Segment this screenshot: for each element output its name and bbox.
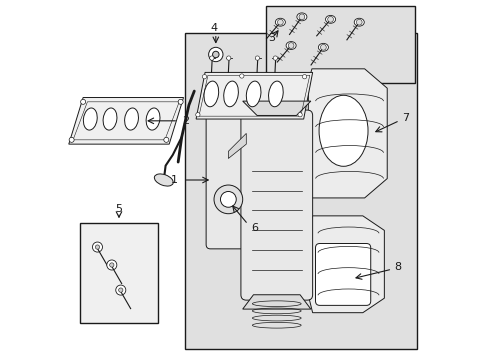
Circle shape	[287, 42, 293, 48]
Text: 8: 8	[394, 262, 401, 272]
Circle shape	[195, 113, 200, 117]
Polygon shape	[308, 216, 384, 313]
Circle shape	[178, 99, 183, 104]
FancyBboxPatch shape	[241, 110, 312, 300]
Circle shape	[119, 288, 122, 292]
Circle shape	[226, 56, 230, 60]
Circle shape	[209, 56, 214, 60]
Text: 5: 5	[115, 204, 122, 214]
Circle shape	[109, 263, 114, 267]
Text: 1: 1	[171, 175, 178, 185]
Polygon shape	[242, 295, 310, 309]
Text: 3: 3	[267, 33, 274, 43]
Bar	[80, 223, 158, 323]
Circle shape	[220, 192, 236, 207]
Circle shape	[298, 14, 304, 20]
Circle shape	[297, 113, 302, 117]
Ellipse shape	[319, 95, 367, 166]
Circle shape	[212, 51, 219, 58]
Ellipse shape	[318, 43, 328, 51]
Ellipse shape	[285, 41, 296, 49]
Circle shape	[95, 245, 100, 249]
Circle shape	[239, 74, 244, 78]
Circle shape	[202, 75, 206, 79]
Circle shape	[320, 44, 325, 50]
Circle shape	[106, 260, 117, 270]
Circle shape	[116, 285, 125, 295]
Polygon shape	[196, 72, 312, 119]
Ellipse shape	[224, 81, 238, 107]
Circle shape	[327, 17, 333, 22]
Text: 2: 2	[182, 116, 189, 126]
Ellipse shape	[268, 81, 283, 107]
Polygon shape	[308, 69, 386, 198]
Bar	[265, 6, 414, 83]
Circle shape	[208, 47, 223, 62]
Text: 4: 4	[210, 23, 217, 33]
Circle shape	[356, 19, 362, 25]
Circle shape	[302, 75, 306, 79]
Circle shape	[92, 242, 102, 252]
Circle shape	[273, 56, 277, 60]
Circle shape	[69, 137, 74, 142]
Polygon shape	[242, 101, 310, 116]
Text: 7: 7	[402, 113, 408, 123]
Ellipse shape	[83, 108, 97, 130]
Ellipse shape	[146, 108, 160, 130]
Ellipse shape	[325, 15, 335, 23]
Ellipse shape	[353, 18, 364, 26]
Polygon shape	[69, 98, 183, 144]
Ellipse shape	[103, 108, 117, 130]
Ellipse shape	[154, 174, 173, 186]
FancyBboxPatch shape	[315, 243, 370, 305]
FancyBboxPatch shape	[206, 111, 250, 249]
Circle shape	[214, 185, 242, 214]
Ellipse shape	[246, 81, 261, 107]
Circle shape	[255, 56, 259, 60]
Circle shape	[277, 19, 283, 25]
Ellipse shape	[296, 13, 306, 21]
Polygon shape	[228, 134, 246, 158]
Ellipse shape	[124, 108, 138, 130]
Ellipse shape	[275, 18, 285, 26]
Ellipse shape	[203, 81, 218, 107]
Text: 6: 6	[250, 223, 258, 233]
Bar	[185, 33, 416, 348]
Circle shape	[81, 99, 85, 104]
Circle shape	[163, 137, 168, 142]
